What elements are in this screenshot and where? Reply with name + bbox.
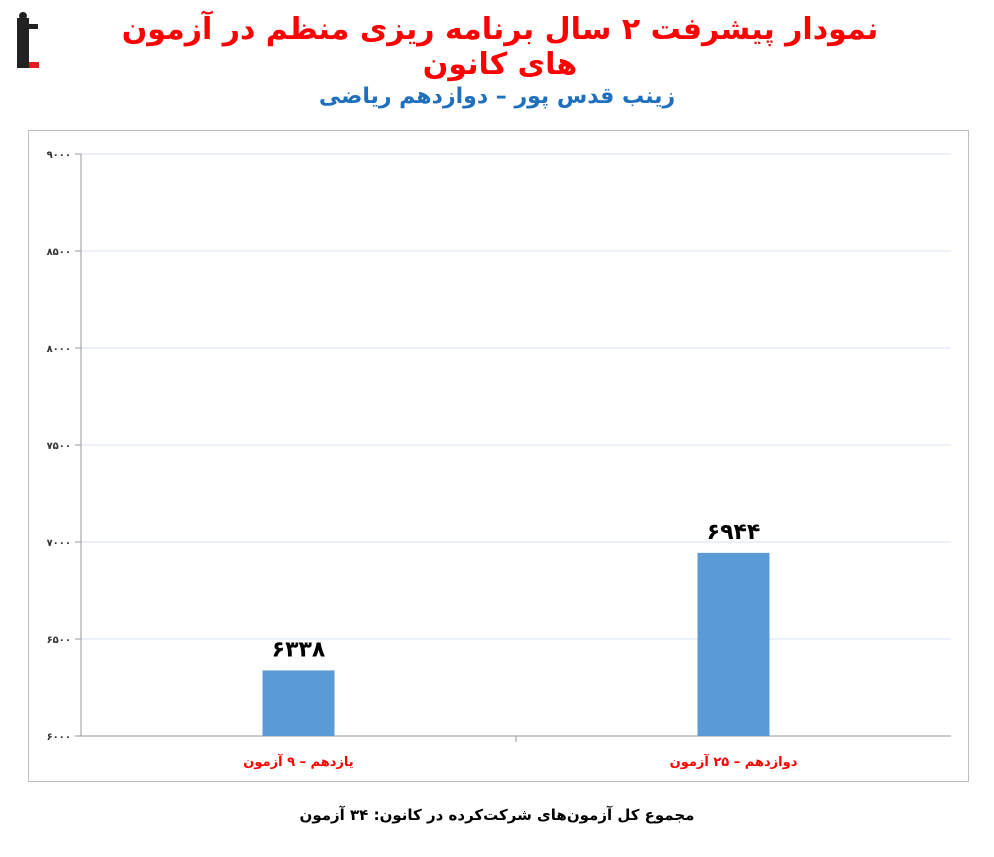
y-tick-label: ۷۵۰۰ bbox=[47, 441, 71, 452]
chart-area: ۶۰۰۰ ۶۵۰۰ ۷۰۰۰ ۷۵۰۰ ۸۰۰۰ ۸۵۰۰ ۹۰۰۰ ۶۳۳۸ یازدهم –… bbox=[28, 130, 969, 782]
kanoon-logo bbox=[17, 12, 39, 68]
y-tick-label: ۶۵۰۰ bbox=[47, 635, 71, 646]
y-tick-label: ۶۰۰۰ bbox=[47, 732, 71, 743]
page-title: نمودار پیشرفت ۲ سال برنامه ریزی منظم در … bbox=[121, 12, 879, 82]
x-category-label: دوازدهم – ۲۵ آزمون bbox=[670, 753, 798, 770]
x-category-label: یازدهم – ۹ آزمون bbox=[243, 753, 353, 770]
y-tick-label: ۸۵۰۰ bbox=[47, 247, 71, 258]
y-tick-label: ۷۰۰۰ bbox=[47, 538, 71, 549]
bar-value-label: ۶۳۳۸ bbox=[272, 637, 326, 662]
bar bbox=[262, 670, 335, 736]
bar-chart: ۶۰۰۰ ۶۵۰۰ ۷۰۰۰ ۷۵۰۰ ۸۰۰۰ ۸۵۰۰ ۹۰۰۰ ۶۳۳۸ یازدهم –… bbox=[47, 150, 951, 770]
page-subtitle: زینب قدس پور – دوازدهم ریاضی bbox=[318, 84, 676, 109]
y-tick-label: ۹۰۰۰ bbox=[47, 150, 71, 161]
bar bbox=[697, 552, 770, 736]
bar-value-label: ۶۹۴۴ bbox=[707, 520, 761, 545]
y-tick-label: ۸۰۰۰ bbox=[47, 344, 71, 355]
footer-total-exams: مجموع کل آزمون‌های شرکت‌کرده در کانون: ۳… bbox=[299, 806, 695, 824]
